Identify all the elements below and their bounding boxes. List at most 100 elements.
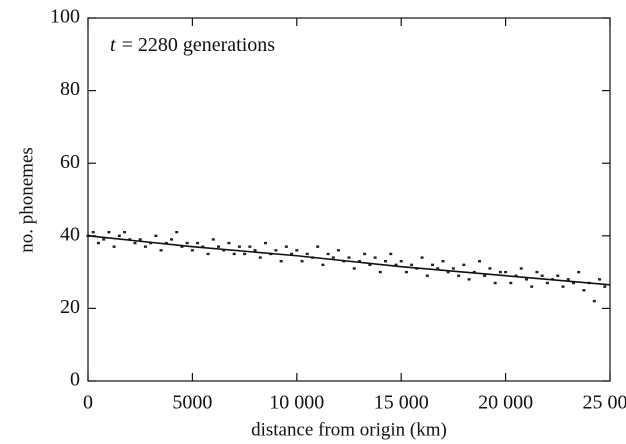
- point: [243, 252, 247, 256]
- point: [389, 252, 393, 256]
- point: [222, 249, 226, 252]
- y-tick-label: 40: [60, 223, 80, 245]
- point: [321, 263, 325, 267]
- point: [425, 274, 429, 277]
- point: [467, 278, 471, 281]
- point: [305, 252, 309, 256]
- point: [540, 274, 544, 277]
- plot-frame: [87, 17, 611, 382]
- point: [410, 263, 414, 267]
- point: [279, 260, 283, 263]
- point: [133, 241, 137, 245]
- point: [509, 281, 513, 285]
- point: [96, 241, 100, 245]
- point: [577, 270, 581, 274]
- point: [196, 241, 200, 245]
- point: [331, 256, 335, 259]
- point: [457, 274, 461, 277]
- point: [530, 285, 534, 288]
- point: [368, 263, 372, 267]
- trend-line: [87, 235, 611, 286]
- point: [143, 245, 147, 248]
- point: [545, 281, 549, 285]
- point: [556, 274, 560, 277]
- point: [451, 267, 455, 270]
- x-axis-label: distance from origin (km): [251, 419, 447, 440]
- point: [404, 270, 408, 274]
- point: [394, 263, 398, 267]
- point: [154, 234, 158, 237]
- point: [159, 249, 163, 252]
- point: [431, 263, 435, 267]
- point: [102, 238, 106, 241]
- point: [436, 267, 440, 270]
- point: [441, 260, 445, 263]
- y-tick-label: 60: [60, 151, 80, 173]
- y-tick-label: 100: [50, 6, 80, 28]
- point: [384, 260, 388, 263]
- point: [357, 260, 361, 263]
- point: [117, 234, 121, 237]
- point: [352, 267, 356, 270]
- x-tick-label: 15 000: [374, 392, 429, 414]
- point: [237, 245, 241, 248]
- point: [295, 249, 299, 252]
- point: [91, 230, 95, 234]
- point: [175, 230, 179, 234]
- point: [123, 230, 127, 234]
- x-tick-label: 10 000: [269, 392, 324, 414]
- point: [253, 249, 257, 252]
- point: [483, 274, 487, 277]
- point: [263, 241, 267, 245]
- x-tick-label: 25 000: [583, 392, 626, 414]
- point: [300, 260, 304, 263]
- point: [504, 270, 508, 274]
- point: [316, 245, 320, 248]
- point: [493, 281, 497, 285]
- point: [201, 245, 205, 248]
- point: [248, 245, 252, 248]
- x-tick-label: 20 000: [478, 392, 533, 414]
- point: [138, 238, 142, 241]
- x-tick-label: 5000: [172, 392, 212, 414]
- point: [571, 281, 575, 285]
- point: [170, 238, 174, 241]
- y-tick-label: 20: [60, 296, 80, 318]
- point: [498, 270, 502, 274]
- point: [284, 245, 288, 248]
- point: [514, 274, 518, 277]
- point: [598, 278, 602, 281]
- annotation-text: = 2280 generations: [122, 34, 276, 56]
- point: [211, 238, 215, 241]
- point: [592, 299, 596, 303]
- point: [519, 267, 523, 270]
- point: [524, 278, 528, 281]
- point: [462, 263, 466, 267]
- point: [107, 230, 111, 234]
- point: [363, 252, 367, 256]
- point: [478, 260, 481, 263]
- point: [561, 285, 565, 288]
- point: [180, 245, 184, 248]
- point: [399, 260, 403, 263]
- point: [232, 252, 236, 256]
- point: [206, 252, 210, 256]
- annotation: t = 2280 generations: [110, 34, 275, 56]
- y-axis-label: no. phonemes: [16, 147, 37, 253]
- point: [373, 256, 377, 259]
- x-tick-label: 0: [83, 392, 93, 414]
- point: [258, 256, 262, 259]
- point: [420, 256, 424, 259]
- point: [326, 252, 330, 256]
- point: [378, 270, 382, 274]
- point: [347, 256, 351, 259]
- point: [274, 249, 278, 252]
- point: [472, 270, 476, 274]
- y-tick-label: 0: [70, 369, 80, 391]
- point: [185, 241, 189, 245]
- point: [112, 245, 116, 248]
- point: [164, 241, 168, 245]
- point: [290, 252, 294, 256]
- point: [582, 289, 586, 292]
